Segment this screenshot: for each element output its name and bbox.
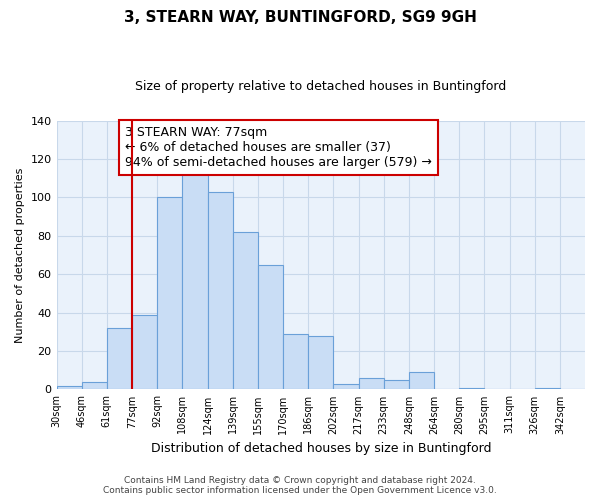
Y-axis label: Number of detached properties: Number of detached properties: [15, 168, 25, 342]
Text: 3 STEARN WAY: 77sqm
← 6% of detached houses are smaller (37)
94% of semi-detache: 3 STEARN WAY: 77sqm ← 6% of detached hou…: [125, 126, 432, 169]
Bar: [535, 388, 560, 390]
X-axis label: Distribution of detached houses by size in Buntingford: Distribution of detached houses by size …: [151, 442, 491, 455]
Bar: [82, 382, 107, 390]
Bar: [258, 264, 283, 390]
Bar: [157, 198, 182, 390]
Bar: [208, 192, 233, 390]
Title: Size of property relative to detached houses in Buntingford: Size of property relative to detached ho…: [135, 80, 506, 93]
Bar: [359, 378, 383, 390]
Bar: [459, 388, 484, 390]
Bar: [107, 328, 132, 390]
Text: Contains HM Land Registry data © Crown copyright and database right 2024.
Contai: Contains HM Land Registry data © Crown c…: [103, 476, 497, 495]
Bar: [334, 384, 359, 390]
Bar: [383, 380, 409, 390]
Bar: [283, 334, 308, 390]
Bar: [233, 232, 258, 390]
Bar: [409, 372, 434, 390]
Bar: [308, 336, 334, 390]
Bar: [132, 314, 157, 390]
Text: 3, STEARN WAY, BUNTINGFORD, SG9 9GH: 3, STEARN WAY, BUNTINGFORD, SG9 9GH: [124, 10, 476, 25]
Bar: [56, 386, 82, 390]
Bar: [182, 163, 208, 390]
